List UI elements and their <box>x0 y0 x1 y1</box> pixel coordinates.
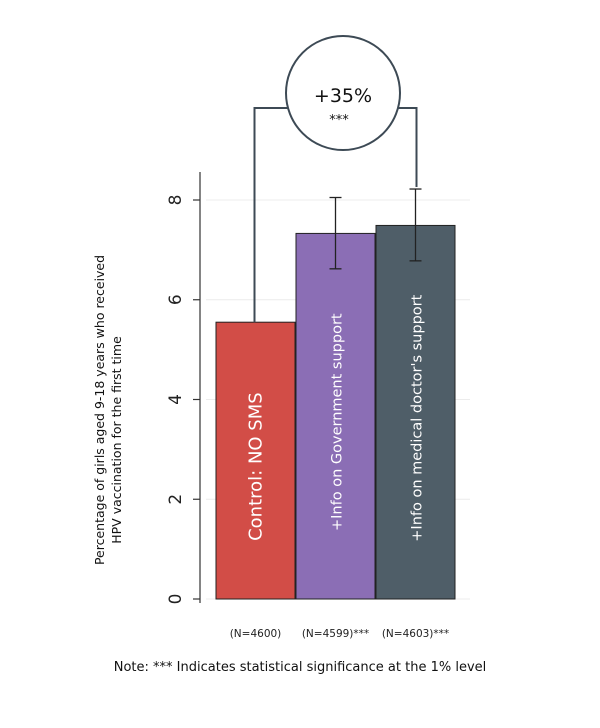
annotation-connectors <box>253 107 418 323</box>
y-axis-label-line-1: Percentage of girls aged 9-18 years who … <box>92 255 107 565</box>
y-tick-label-2: 2 <box>166 494 186 505</box>
connector-control <box>253 107 288 323</box>
error-bar-2 <box>329 196 342 270</box>
bar-1 <box>215 321 296 600</box>
bar-label-1: Control: NO SMS <box>246 392 267 541</box>
sample-size-labels: (N=4600) (N=4599)*** (N=4603)*** <box>230 628 449 640</box>
sample-size-3: (N=4603)*** <box>382 628 449 640</box>
bars <box>215 224 456 600</box>
connector-doctor <box>398 107 418 188</box>
sample-size-2: (N=4599)*** <box>302 628 369 640</box>
y-tick-label-8: 8 <box>166 195 186 206</box>
y-tick-label-0: 0 <box>166 594 186 605</box>
bar-chart: 0 2 4 6 8 Control: NO SMS +Info on Government… <box>92 35 470 640</box>
error-bars <box>329 188 422 270</box>
annotation-circle <box>285 35 401 151</box>
bar-2 <box>295 232 376 600</box>
bar-3 <box>375 224 456 600</box>
y-ticks: 0 2 4 6 8 <box>166 195 200 605</box>
bar-label-2: +Info on Government support <box>330 313 346 531</box>
bar-labels: Control: NO SMS +Info on Government suppo… <box>246 294 426 541</box>
footnote: Note: *** Indicates statistical signific… <box>113 660 487 675</box>
significance-annotation: +35% *** <box>285 35 401 151</box>
y-tick-label-6: 6 <box>166 294 186 305</box>
bar-label-3: +Info on medical doctor's support <box>410 294 426 541</box>
y-axis-label-line-2: HPV vaccination for the first time <box>109 336 124 544</box>
sample-size-1: (N=4600) <box>230 628 282 640</box>
y-tick-label-4: 4 <box>166 394 186 405</box>
annotation-significance: *** <box>329 113 349 128</box>
error-bar-3 <box>409 188 422 262</box>
annotation-value: +35% <box>314 85 372 107</box>
